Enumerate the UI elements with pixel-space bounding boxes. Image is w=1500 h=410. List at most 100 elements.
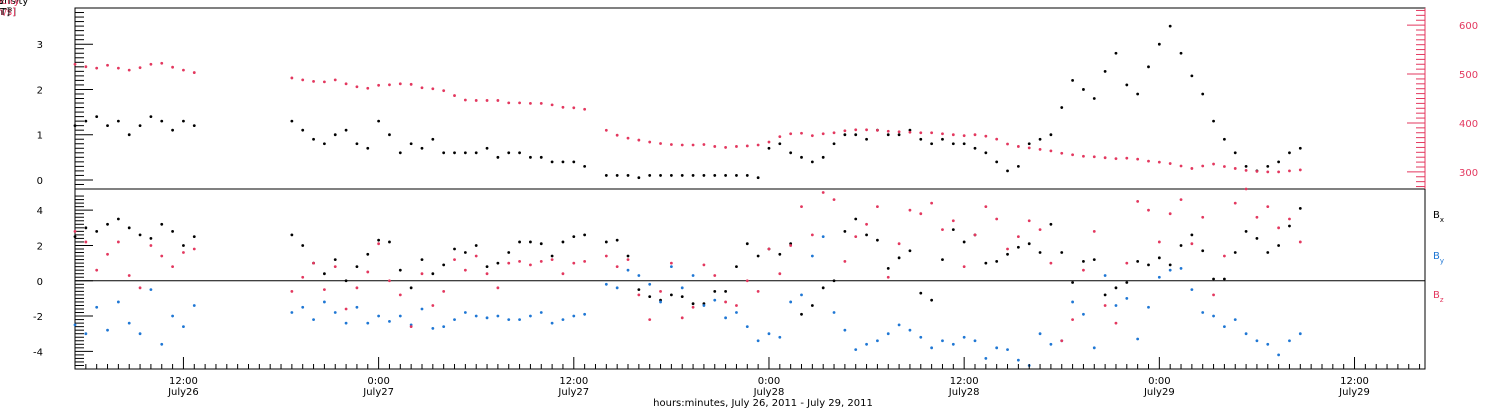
velocity-point	[637, 138, 641, 142]
by-point	[984, 357, 988, 360]
density-point	[1298, 146, 1302, 150]
by-point	[95, 305, 99, 309]
bz-point	[854, 235, 858, 239]
velocity-point	[919, 131, 923, 135]
velocity-point	[529, 101, 532, 105]
velocity-point	[322, 80, 326, 84]
by-point	[876, 339, 879, 343]
bx-point	[930, 298, 934, 302]
density-point	[496, 155, 500, 159]
bz-point	[735, 304, 738, 307]
bz-point	[333, 265, 337, 269]
bz-point	[1233, 201, 1237, 205]
by-point	[453, 318, 456, 321]
density-point	[691, 174, 695, 177]
density-point	[550, 160, 554, 164]
by-point	[1266, 342, 1270, 346]
density-point	[529, 155, 532, 159]
density-point	[1006, 169, 1009, 173]
bz-point	[745, 279, 749, 283]
velocity-point	[735, 145, 738, 148]
bz-point	[756, 289, 760, 293]
density-point	[171, 128, 174, 132]
velocity-point	[388, 83, 391, 87]
density-point	[1277, 160, 1281, 164]
density-point	[1266, 164, 1270, 168]
velocity-point	[485, 99, 489, 102]
bz-point	[604, 254, 608, 258]
bx-point	[1298, 207, 1302, 210]
velocity-point	[604, 128, 608, 132]
velocity-point	[876, 128, 879, 132]
density-point	[951, 142, 955, 146]
velocity-point	[301, 78, 305, 82]
density-point	[1114, 51, 1118, 55]
x-tick-time-label: 0:00	[758, 376, 780, 387]
density-point	[73, 124, 77, 128]
bz-point	[106, 252, 109, 256]
bz-point	[149, 244, 153, 247]
bx-point	[756, 254, 760, 258]
b-tick-label: 4	[37, 206, 43, 217]
velocity-point	[160, 61, 164, 65]
bz-point	[366, 270, 370, 274]
bx-point	[171, 229, 174, 233]
bx-point	[442, 263, 446, 267]
by-point	[398, 314, 402, 318]
bz-point	[322, 288, 326, 291]
bz-point	[1136, 199, 1140, 203]
bx-point	[1288, 224, 1291, 228]
velocity-point	[116, 66, 120, 70]
bz-point	[409, 325, 413, 329]
by-point	[463, 311, 467, 314]
density-point	[984, 151, 988, 155]
density-point	[930, 142, 934, 146]
bz-point	[84, 240, 88, 244]
density-point	[398, 151, 402, 155]
by-point	[1168, 268, 1172, 272]
bx-point	[95, 229, 99, 233]
bx-point	[474, 244, 478, 247]
bx-point	[182, 244, 185, 247]
bx-point	[648, 295, 652, 299]
bx-point	[116, 217, 120, 221]
bx-point	[832, 279, 836, 283]
by-point	[84, 332, 88, 336]
bz-point	[1277, 226, 1281, 230]
bz-point	[962, 265, 966, 269]
velocity-point	[398, 82, 402, 86]
by-point	[1016, 358, 1020, 362]
density-point	[854, 133, 858, 137]
velocity-point	[941, 132, 944, 136]
by-point	[767, 332, 771, 336]
bz-point	[1092, 229, 1096, 233]
velocity-point	[908, 130, 912, 134]
density-point	[745, 174, 749, 177]
bx-point	[680, 295, 684, 299]
density-point	[192, 124, 196, 128]
velocity-point	[1212, 162, 1215, 166]
bx-point	[1136, 259, 1140, 263]
bx-point	[854, 217, 858, 221]
by-point	[1049, 342, 1053, 346]
velocity-point	[659, 142, 662, 145]
by-point	[561, 318, 565, 321]
density-point	[116, 119, 120, 123]
velocity-point	[1222, 165, 1226, 168]
by-point	[908, 328, 912, 332]
by-point	[1082, 312, 1085, 316]
bz-point	[789, 244, 793, 247]
density-point	[1244, 164, 1248, 168]
bz-point	[73, 229, 77, 233]
bz-point	[626, 258, 630, 261]
bx-point	[366, 252, 370, 256]
velocity-point	[474, 99, 478, 102]
by-point	[832, 311, 836, 314]
velocity-point	[1255, 169, 1259, 173]
density-point	[897, 133, 901, 137]
by-point	[1288, 339, 1291, 343]
by-point	[800, 293, 803, 297]
bx-point	[626, 254, 630, 258]
velocity-point	[778, 135, 782, 139]
